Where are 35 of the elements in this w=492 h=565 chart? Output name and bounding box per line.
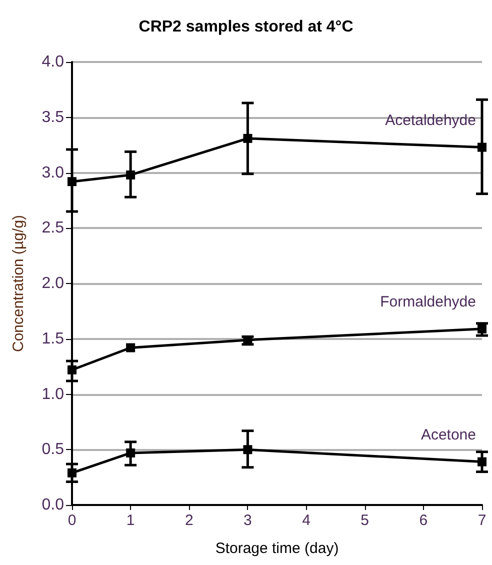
- series-label: Acetaldehyde: [385, 112, 476, 129]
- y-tick-label: 2.5: [42, 220, 64, 237]
- series-label: Acetone: [420, 426, 476, 444]
- y-tick-label: 1.5: [42, 330, 64, 348]
- series-label: Formaldehyde: [380, 293, 476, 310]
- point: [68, 468, 76, 478]
- point: [126, 448, 136, 458]
- point: [68, 177, 76, 186]
- point: [243, 335, 252, 344]
- y-tick-label: 1.0: [42, 386, 64, 403]
- y-tick-label: 3.5: [42, 108, 64, 126]
- point: [478, 324, 486, 334]
- x-tick-label: 2: [184, 512, 194, 529]
- x-tick-label: 6: [419, 512, 428, 529]
- point: [478, 457, 486, 466]
- point: [243, 445, 252, 454]
- y-tick-label: 0.5: [42, 441, 64, 458]
- point: [126, 343, 136, 352]
- chart-title: CRP2 samples stored at 4°C: [138, 18, 354, 36]
- y-tick-label: 2.0: [42, 275, 64, 292]
- point: [243, 134, 252, 143]
- y-tick-label: 3.0: [42, 164, 64, 182]
- x-tick-label: 3: [244, 512, 252, 529]
- x-tick-label: 5: [360, 512, 370, 529]
- x-axis-title: Storage time (day): [215, 540, 339, 557]
- point: [68, 365, 76, 374]
- point: [478, 142, 486, 152]
- x-tick-label: 7: [478, 512, 486, 529]
- x-tick-label: 0: [68, 512, 76, 529]
- y-tick-label: 0.0: [42, 496, 64, 514]
- y-tick-label: 4.0: [42, 54, 64, 70]
- x-tick-label: 1: [126, 512, 135, 529]
- y-axis-title: Concentration (µg/g): [10, 214, 27, 352]
- point: [126, 170, 136, 180]
- x-tick-label: 4: [302, 512, 310, 529]
